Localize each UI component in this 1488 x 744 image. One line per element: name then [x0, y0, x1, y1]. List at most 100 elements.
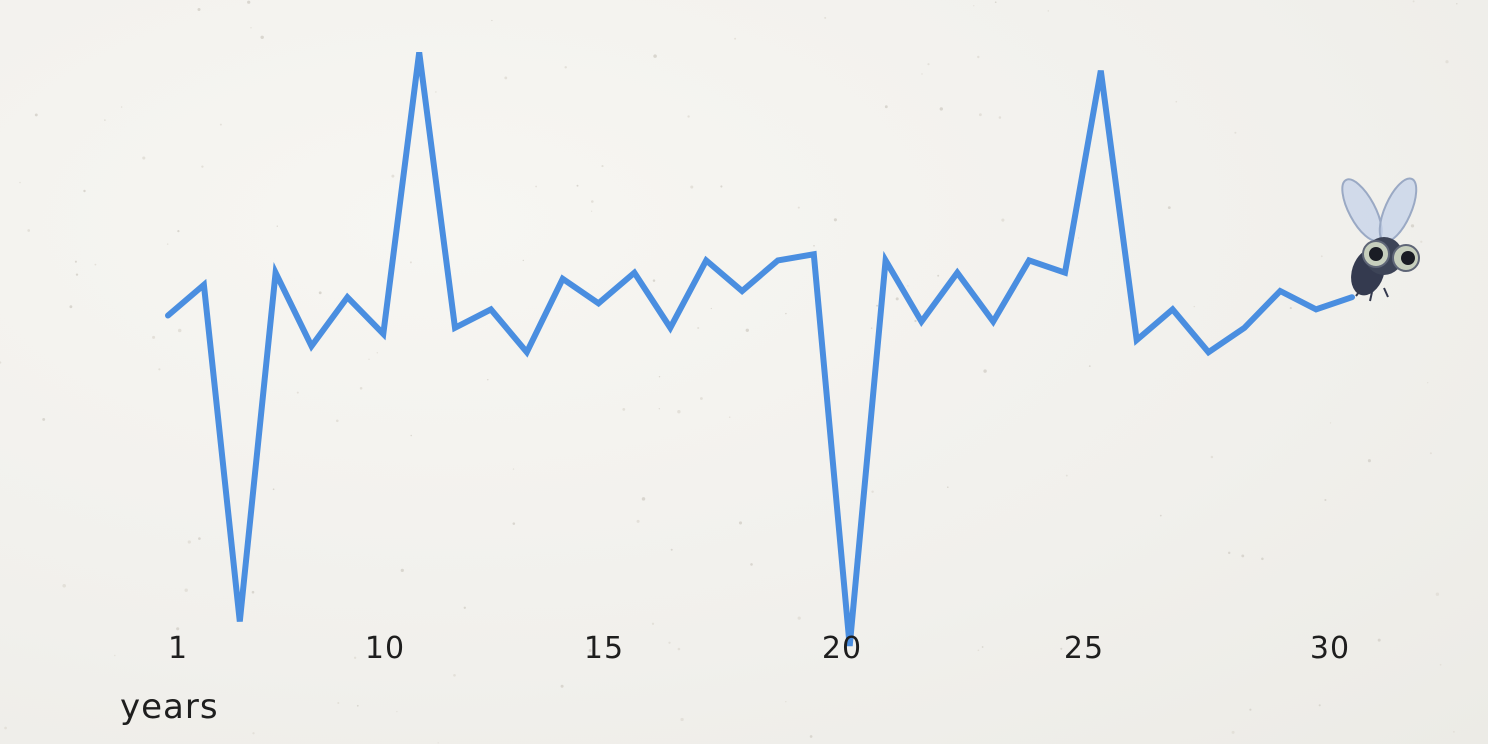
- paper-speck: [1429, 452, 1432, 455]
- paper-speck: [652, 279, 656, 282]
- paper-speck: [622, 407, 626, 411]
- paper-speck: [994, 1, 997, 4]
- data-point: [560, 276, 566, 282]
- paper-speck: [680, 717, 684, 722]
- data-point: [703, 257, 709, 263]
- paper-speck: [177, 229, 180, 233]
- paper-speck: [201, 165, 204, 168]
- paper-speck: [690, 185, 694, 189]
- data-point: [452, 325, 458, 331]
- paper-speck: [4, 726, 7, 730]
- paper-speck: [907, 285, 909, 287]
- data-point: [954, 270, 960, 276]
- paper-speck: [391, 174, 395, 178]
- paper-speck: [1289, 307, 1292, 310]
- paper-speck: [177, 328, 182, 333]
- paper-speck: [197, 8, 201, 11]
- paper-speck: [734, 37, 737, 40]
- paper-speck: [491, 19, 493, 22]
- paper-speck: [1167, 206, 1171, 210]
- paper-speck: [376, 352, 379, 354]
- paper-speck: [710, 307, 712, 310]
- paper-speck: [809, 735, 813, 738]
- paper-speck: [1088, 365, 1091, 367]
- paper-speck: [1412, 0, 1415, 3]
- paper-speck: [1329, 422, 1332, 424]
- paper-speck: [670, 548, 673, 551]
- paper-speck: [895, 297, 899, 301]
- data-point: [416, 49, 422, 55]
- paper-speck: [1193, 305, 1196, 308]
- paper-speck: [176, 627, 180, 631]
- paper-speck: [937, 274, 940, 277]
- paper-speck: [876, 304, 879, 307]
- x-tick-label: 30: [1310, 631, 1350, 666]
- data-points: [165, 49, 1355, 649]
- data-point: [1241, 325, 1247, 331]
- paper-speck: [409, 261, 412, 264]
- paper-speck: [158, 368, 161, 371]
- paper-speck: [437, 742, 439, 744]
- paper-speck: [1420, 240, 1423, 243]
- paper-speck: [27, 229, 31, 232]
- paper-speck: [1445, 60, 1449, 64]
- paper-speck: [250, 27, 252, 29]
- paper-texture: [0, 0, 1458, 744]
- paper-speck: [252, 732, 255, 735]
- paper-speck: [588, 649, 592, 652]
- paper-speck: [1318, 704, 1321, 707]
- paper-speck: [272, 488, 275, 491]
- paper-speck: [1324, 498, 1327, 502]
- paper-speck: [658, 376, 661, 378]
- paper-speck: [591, 210, 593, 212]
- x-tick-label: 1: [168, 631, 188, 666]
- data-point: [919, 319, 925, 325]
- paper-speck: [410, 434, 412, 437]
- paper-speck: [1410, 224, 1415, 228]
- paper-speck: [512, 468, 515, 470]
- paper-speck: [1047, 10, 1050, 12]
- paper-speck: [973, 5, 975, 7]
- paper-speck: [720, 185, 723, 188]
- paper-speck: [1249, 708, 1252, 711]
- paper-speck: [251, 590, 255, 594]
- paper-speck: [296, 391, 299, 394]
- paper-speck: [83, 189, 86, 193]
- paper-speck: [651, 622, 655, 625]
- paper-speck: [1077, 237, 1080, 239]
- paper-speck: [824, 16, 827, 19]
- paper-speck: [504, 76, 508, 80]
- paper-speck: [1231, 730, 1235, 734]
- data-point: [883, 257, 889, 263]
- data-point: [990, 319, 996, 325]
- data-point: [775, 257, 781, 263]
- paper-speck: [400, 568, 404, 573]
- paper-speck: [463, 606, 466, 609]
- paper-speck: [1439, 663, 1442, 666]
- paper-speck: [1210, 455, 1214, 459]
- paper-speck: [677, 410, 681, 414]
- paper-speck: [1261, 557, 1264, 561]
- paper-speck: [184, 588, 188, 592]
- paper-speck: [738, 521, 743, 525]
- paper-speck: [34, 113, 38, 117]
- paper-speck: [69, 305, 73, 309]
- paper-speck: [699, 397, 703, 400]
- series-line: [165, 52, 1355, 647]
- data-point: [344, 294, 350, 300]
- paper-speck: [522, 259, 524, 262]
- data-point: [237, 619, 243, 625]
- paper-speck: [677, 647, 681, 651]
- paper-speck: [356, 704, 359, 707]
- paper-speck: [576, 184, 579, 187]
- paper-speck: [104, 119, 106, 121]
- paper-speck: [981, 646, 984, 648]
- paper-speck: [939, 107, 943, 111]
- paper-speck: [1065, 474, 1068, 477]
- paper-speck: [512, 522, 516, 525]
- data-point: [380, 331, 386, 337]
- paper-speck: [1452, 730, 1455, 733]
- paper-speck: [1241, 554, 1245, 558]
- paper-speck: [198, 537, 201, 540]
